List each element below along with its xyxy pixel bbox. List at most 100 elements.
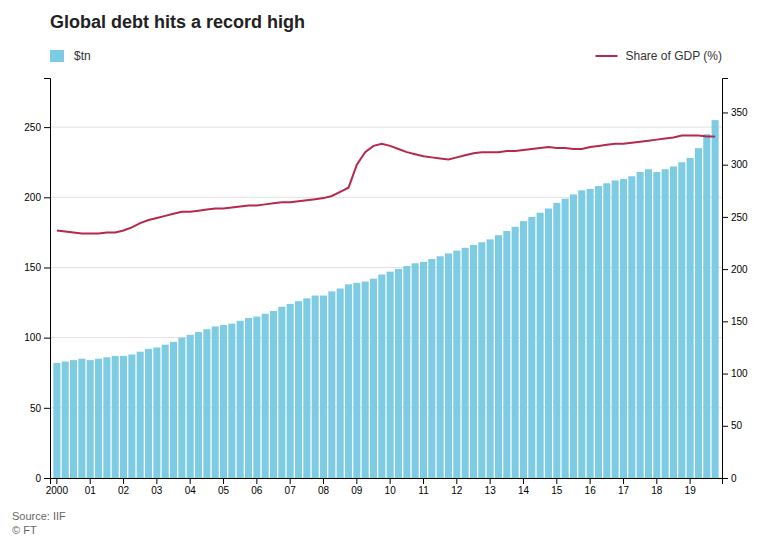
tick-mark	[590, 478, 591, 484]
tick-label: 150	[24, 262, 41, 273]
tick-mark	[44, 338, 50, 339]
bar	[345, 284, 352, 478]
tick-mark	[44, 197, 50, 198]
tick-mark	[290, 478, 291, 484]
tick: 0	[35, 473, 50, 484]
legend-item: Share of GDP (%)	[596, 49, 722, 63]
tick-mark	[223, 478, 224, 484]
bar	[553, 203, 560, 478]
tick-mark	[156, 478, 157, 484]
axis-line	[44, 79, 51, 479]
bar	[245, 318, 252, 478]
bar	[170, 342, 177, 478]
tick-label: 03	[151, 485, 163, 496]
tick-label: 0	[731, 473, 737, 484]
tick-label: 01	[85, 485, 97, 496]
bar	[178, 338, 185, 478]
bar	[270, 311, 277, 478]
tick-mark	[722, 269, 728, 270]
bar	[637, 172, 644, 478]
tick: 150	[24, 262, 50, 273]
axis-line	[723, 79, 729, 479]
axis-line	[51, 479, 723, 485]
tick-label: 17	[618, 485, 630, 496]
bar	[445, 253, 452, 478]
tick: 04	[185, 478, 197, 496]
tick: 05	[218, 478, 230, 496]
tick-label: 200	[731, 264, 748, 275]
bar	[403, 266, 410, 478]
tick-mark	[456, 478, 457, 484]
bar	[128, 354, 135, 478]
chart: 2000010203040506070809101112131415161718…	[0, 0, 772, 546]
tick-mark	[90, 478, 91, 484]
bar	[278, 307, 285, 478]
tick: 100	[722, 368, 748, 379]
tick-mark	[390, 478, 391, 484]
bar	[478, 242, 485, 478]
bar	[520, 221, 527, 478]
tick-mark	[556, 478, 557, 484]
legend-swatch	[50, 50, 64, 62]
bar	[595, 186, 602, 478]
bar	[412, 263, 419, 478]
grid	[50, 127, 722, 478]
tick: 08	[318, 478, 330, 496]
bar	[687, 158, 694, 478]
tick: 100	[24, 332, 50, 343]
bar	[328, 291, 335, 478]
bar	[312, 296, 319, 478]
bar	[495, 235, 502, 478]
bar	[703, 134, 710, 478]
tick: 13	[485, 478, 497, 496]
tick-label: 0	[35, 473, 41, 484]
tick-mark	[722, 321, 728, 322]
tick-label: 15	[551, 485, 563, 496]
bar	[395, 269, 402, 478]
x-axis: 2000010203040506070809101112131415161718…	[46, 478, 723, 496]
tick-label: 11	[418, 485, 429, 496]
bar	[562, 199, 569, 478]
bar	[578, 190, 585, 478]
bar	[237, 321, 244, 478]
y2-axis: 050100150200250300350	[722, 79, 748, 484]
tick-label: 08	[318, 485, 330, 496]
bar	[387, 272, 394, 478]
bar	[695, 148, 702, 478]
bar	[187, 335, 194, 478]
bar	[53, 363, 60, 478]
legend: $tn Share of GDP (%)	[50, 49, 722, 63]
tick: 06	[251, 478, 263, 496]
tick: 11	[418, 478, 429, 496]
bar	[587, 189, 594, 478]
tick-label: 350	[731, 107, 748, 118]
bar	[220, 325, 227, 478]
tick-label: 02	[118, 485, 130, 496]
bar	[378, 274, 385, 478]
tick-mark	[722, 217, 728, 218]
tick: 300	[722, 159, 748, 170]
bar	[678, 162, 685, 478]
tick-label: 06	[251, 485, 263, 496]
legend-label: $tn	[74, 49, 91, 63]
tick-mark	[690, 478, 691, 484]
tick-mark	[44, 408, 50, 409]
bar	[628, 176, 635, 478]
tick-mark	[44, 127, 50, 128]
tick-label: 09	[351, 485, 363, 496]
bar	[153, 347, 160, 478]
tick-mark	[523, 478, 524, 484]
bar	[195, 332, 202, 478]
annotation-line: Source: IIF	[12, 510, 66, 522]
tick: 14	[518, 478, 530, 496]
bar	[545, 209, 552, 478]
tick-label: 2000	[46, 485, 69, 496]
bar	[370, 279, 377, 478]
bar	[353, 283, 360, 478]
bar	[262, 314, 269, 478]
tick-mark	[722, 165, 728, 166]
bar	[453, 251, 460, 478]
bar	[420, 262, 427, 478]
bar	[512, 227, 519, 478]
bar	[528, 217, 535, 478]
